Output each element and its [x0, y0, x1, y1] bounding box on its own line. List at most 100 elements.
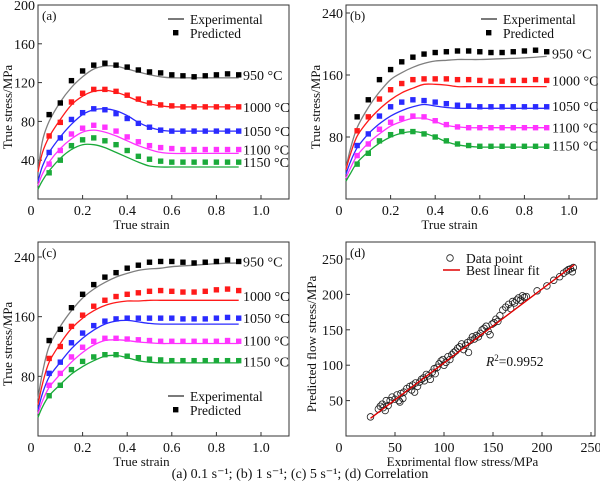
predicted-point	[146, 337, 153, 344]
predicted-point	[387, 104, 394, 110]
predicted-point	[354, 128, 360, 134]
experimental-line	[37, 299, 239, 405]
data-point	[514, 294, 523, 302]
predicted-point	[46, 170, 52, 176]
experimental-line	[37, 262, 239, 399]
predicted-point	[91, 122, 97, 128]
predicted-point	[376, 126, 383, 132]
predicted-point	[224, 128, 231, 134]
predicted-point	[79, 344, 86, 350]
experimental-line	[37, 129, 239, 186]
panel-a: 0 0.2 0.4 0.6 0.8 1.0 40 80 120 160 200 True strain…	[0, 0, 290, 232]
predicted-point	[79, 330, 86, 336]
predicted-point	[521, 125, 528, 131]
predicted-point	[91, 281, 97, 288]
predicted-point	[191, 128, 197, 134]
predicted-point	[135, 354, 142, 361]
y-tick-label: 150	[322, 324, 343, 339]
predicted-point	[410, 54, 416, 60]
predicted-point	[202, 357, 208, 364]
predicted-point	[102, 352, 108, 358]
predicted-point	[443, 138, 450, 144]
predicted-point	[236, 159, 242, 165]
predicted-point	[157, 357, 164, 363]
predicted-point	[521, 104, 528, 110]
predicted-point	[477, 143, 483, 149]
predicted-point	[68, 323, 75, 330]
predicted-point	[124, 336, 130, 342]
predicted-point	[146, 315, 153, 321]
predicted-point	[124, 134, 130, 140]
predicted-point	[79, 68, 86, 74]
data-point	[484, 327, 492, 335]
predicted-point	[213, 159, 220, 165]
predicted-point	[102, 335, 108, 341]
predicted-point	[236, 146, 242, 153]
predicted-point	[124, 92, 130, 98]
y-tick-label: 80	[21, 370, 35, 385]
predicted-point	[180, 357, 186, 364]
x-tick-label: 0	[28, 204, 35, 219]
x-tick-label: 150	[483, 441, 504, 456]
figure: 0 0.2 0.4 0.6 0.8 1.0 40 80 120 160 200 True strain…	[0, 0, 600, 466]
x-axis-title: True strain	[113, 454, 170, 466]
y-tick-label: 160	[14, 311, 35, 326]
panel-d: 0 50 100 150 200 250 50 100 150 200 250 Exprimental…	[304, 241, 600, 466]
data-point	[568, 268, 577, 276]
predicted-point	[135, 337, 142, 343]
predicted-point	[376, 138, 383, 144]
predicted-point	[102, 297, 108, 303]
predicted-point	[180, 316, 186, 322]
series-1000: 1000 °C	[345, 74, 598, 170]
predicted-point	[124, 64, 130, 70]
predicted-point	[57, 147, 63, 154]
data-point	[504, 300, 513, 309]
data-point	[518, 292, 527, 300]
predicted-point	[191, 104, 197, 110]
predicted-point	[532, 125, 539, 131]
predicted-point	[213, 72, 220, 78]
predicted-point	[91, 303, 97, 309]
predicted-point	[46, 133, 52, 139]
predicted-point	[169, 288, 175, 295]
x-tick-label: 250	[581, 441, 600, 456]
temperature-label: 1150 °C	[243, 355, 289, 370]
predicted-point	[477, 49, 483, 55]
x-tick-label: 0.6	[163, 204, 181, 219]
predicted-point	[191, 316, 197, 322]
temperature-label: 1050 °C	[243, 125, 289, 140]
predicted-point	[202, 159, 208, 165]
y-axis-title: True stress/MPa	[308, 65, 323, 150]
predicted-point	[135, 315, 142, 321]
panel-label: (c)	[42, 245, 56, 260]
predicted-point	[202, 288, 208, 295]
series-1100: 1100 °C	[37, 122, 289, 186]
predicted-point	[454, 141, 461, 147]
predicted-point	[46, 393, 52, 399]
predicted-point	[213, 146, 220, 153]
predicted-point	[399, 115, 405, 122]
predicted-point	[399, 59, 405, 65]
series-950: 950 °C	[345, 47, 591, 169]
predicted-point	[488, 78, 494, 84]
predicted-point	[46, 149, 52, 156]
predicted-point	[91, 106, 97, 112]
predicted-point	[46, 337, 52, 344]
predicted-point	[113, 62, 119, 68]
series-1000: 1000 °C	[37, 286, 289, 405]
x-tick-label: 100	[434, 441, 455, 456]
predicted-point	[191, 289, 197, 295]
temperature-label: 1100 °C	[243, 335, 289, 350]
predicted-point	[224, 257, 231, 263]
experimental-line	[345, 55, 547, 169]
predicted-point	[443, 76, 450, 82]
x-tick-label: 0.4	[426, 204, 444, 219]
experimental-line	[345, 103, 547, 175]
x-tick-label: 0.6	[163, 441, 181, 456]
predicted-point	[544, 77, 550, 84]
predicted-point	[510, 104, 516, 110]
predicted-point	[113, 110, 119, 117]
temperature-label: 950 °C	[552, 47, 591, 62]
predicted-point	[57, 382, 63, 388]
predicted-point	[236, 128, 242, 134]
